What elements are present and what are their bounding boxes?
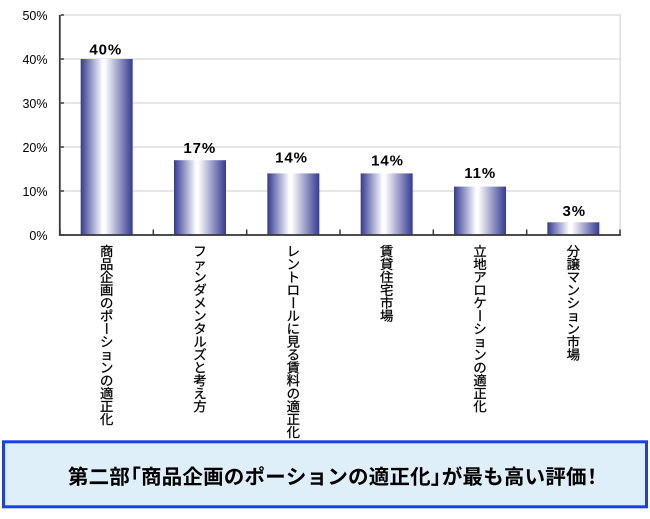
svg-text:20%: 20% (22, 141, 47, 155)
svg-text:40%: 40% (89, 42, 122, 59)
svg-text:10%: 10% (22, 185, 47, 199)
svg-text:40%: 40% (22, 53, 47, 67)
svg-text:17%: 17% (183, 140, 216, 157)
svg-text:14%: 14% (275, 150, 308, 167)
svg-text:30%: 30% (22, 97, 47, 111)
svg-text:0%: 0% (29, 229, 47, 243)
svg-text:50%: 50% (22, 9, 47, 23)
svg-text:11%: 11% (464, 165, 496, 182)
svg-text:14%: 14% (371, 153, 404, 170)
svg-text:3%: 3% (563, 203, 586, 220)
